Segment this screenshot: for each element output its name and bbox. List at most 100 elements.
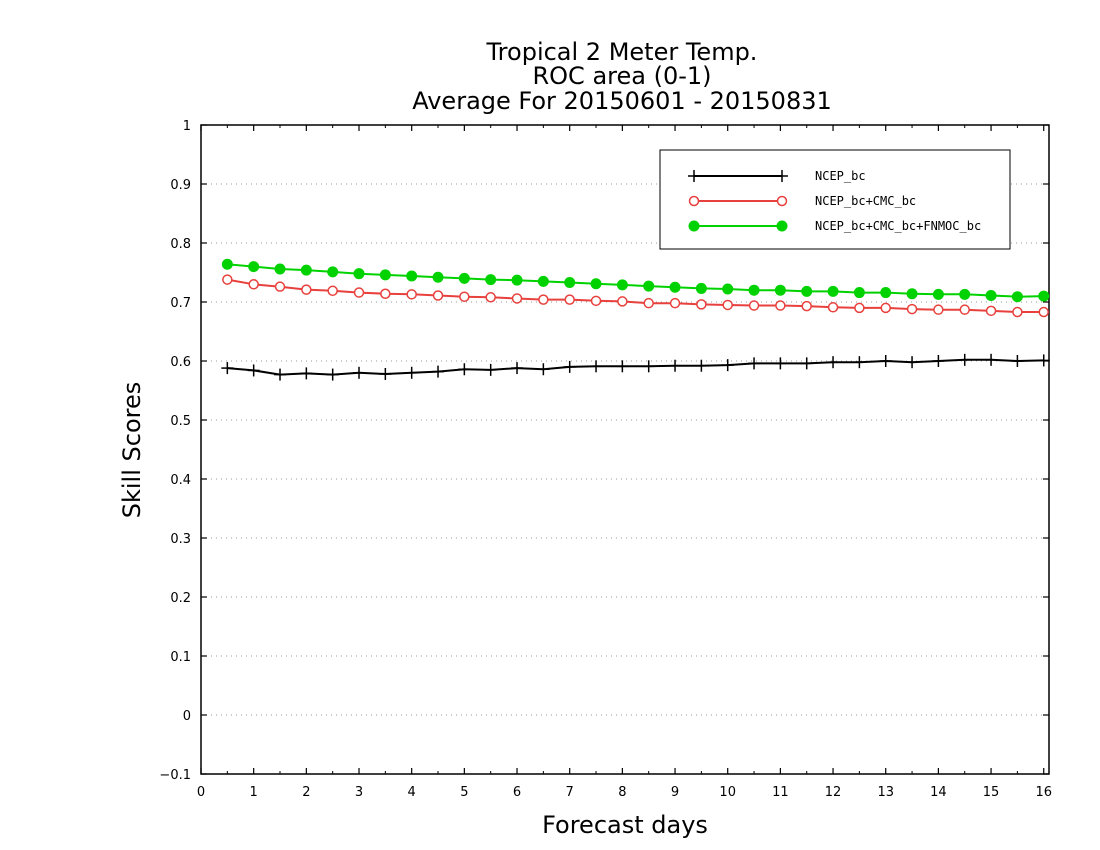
data-point — [274, 263, 286, 275]
data-point — [511, 293, 523, 304]
data-point — [327, 285, 338, 297]
data-point — [537, 363, 550, 376]
series-3 — [221, 258, 1050, 303]
data-point — [326, 368, 339, 381]
data-point — [301, 284, 312, 295]
data-point — [353, 287, 365, 298]
x-axis-label: Forecast days — [542, 811, 708, 839]
x-tick-label: 9 — [671, 785, 679, 800]
data-point — [1011, 291, 1023, 303]
data-point — [406, 289, 417, 300]
y-tick-label: 0.7 — [170, 296, 191, 311]
y-tick-label: 0 — [183, 709, 191, 724]
x-tick-label: 12 — [825, 785, 842, 800]
x-tick-label: 16 — [1035, 785, 1052, 800]
data-point — [774, 284, 786, 296]
plot-frame — [200, 124, 1050, 775]
x-axis: 0 1 2 3 4 5 6 7 8 9 10 11 12 13 14 15 16 — [197, 125, 1052, 800]
data-point — [379, 269, 391, 281]
data-point — [722, 299, 733, 311]
x-tick-label: 7 — [566, 785, 574, 800]
data-point — [564, 294, 575, 305]
x-tick-label: 11 — [772, 785, 789, 800]
data-point — [485, 274, 497, 286]
legend-marker — [776, 195, 788, 207]
data-point — [669, 281, 681, 293]
data-point — [1012, 306, 1023, 318]
legend-marker — [688, 220, 700, 232]
data-point — [379, 367, 392, 380]
x-tick-label: 13 — [877, 785, 894, 800]
data-point — [274, 368, 287, 381]
y-tick-label: 0.2 — [170, 591, 191, 606]
data-point — [432, 365, 445, 378]
data-point — [616, 360, 629, 373]
data-point — [642, 360, 655, 373]
data-point — [827, 302, 839, 313]
legend: NCEP_bc NCEP_bc+CMC_bc NCEP_bc+CMC_bc+FNMO… — [659, 149, 1011, 250]
data-point — [959, 288, 971, 300]
data-point — [853, 356, 866, 369]
data-point — [643, 297, 654, 309]
data-point — [879, 355, 892, 367]
data-point — [985, 290, 997, 302]
gridlines — [201, 183, 1049, 716]
data-point — [459, 291, 470, 302]
data-point — [432, 290, 444, 301]
chart-title-line-1: Tropical 2 Meter Temp. — [486, 38, 758, 66]
legend-item: NCEP_bc+CMC_bc+FNMOC_bc — [688, 219, 981, 233]
data-point — [485, 292, 496, 303]
data-point — [221, 258, 233, 270]
data-point — [458, 363, 471, 376]
data-point — [248, 261, 260, 273]
data-point — [616, 279, 628, 291]
data-point — [537, 275, 549, 287]
y-tick-label: −0.1 — [159, 768, 191, 783]
data-point — [958, 353, 971, 366]
data-point — [801, 300, 812, 312]
data-point — [695, 359, 708, 372]
data-point — [669, 359, 682, 372]
data-point — [563, 360, 576, 373]
data-point — [564, 277, 576, 289]
legend-items: NCEP_bc NCEP_bc+CMC_bc NCEP_bc+CMC_bc+FNMO… — [688, 169, 981, 233]
data-point — [300, 264, 312, 276]
data-point — [590, 295, 602, 307]
data-point — [222, 274, 233, 285]
data-point — [590, 360, 603, 373]
data-point — [932, 288, 944, 300]
x-tick-label: 2 — [302, 785, 310, 800]
data-point — [617, 296, 628, 307]
series-2 — [222, 274, 1049, 318]
data-point — [406, 270, 418, 282]
x-tick-label: 6 — [513, 785, 521, 800]
legend-box — [659, 149, 1011, 250]
data-point — [458, 272, 470, 284]
data-point — [353, 268, 365, 280]
data-point — [1037, 354, 1050, 367]
data-point — [906, 356, 919, 369]
data-point — [695, 282, 707, 294]
data-point — [800, 357, 813, 370]
y-tick-label: 0.5 — [170, 414, 191, 429]
legend-item: NCEP_bc — [688, 169, 866, 183]
data-point — [274, 281, 286, 292]
data-point — [748, 357, 761, 370]
chart-title-line-2: ROC area (0-1) — [532, 62, 711, 90]
y-tick-label: 0.4 — [170, 473, 191, 488]
x-tick-label: 1 — [250, 785, 258, 800]
y-tick-label: 1 — [183, 119, 191, 134]
y-tick-label: 0.8 — [170, 237, 191, 252]
legend-marker — [688, 195, 700, 207]
data-point — [827, 356, 840, 369]
data-point — [775, 300, 786, 311]
y-axis: −0.1 0 0.1 0.2 0.3 0.4 0.5 0.6 0.7 0.8 0.9 1 — [159, 119, 1049, 783]
data-point — [1038, 290, 1050, 302]
data-point — [959, 304, 970, 315]
data-point — [405, 366, 418, 379]
data-point — [827, 285, 839, 297]
legend-label: NCEP_bc — [815, 169, 866, 183]
data-point — [985, 353, 998, 366]
y-tick-label: 0.1 — [170, 650, 191, 665]
